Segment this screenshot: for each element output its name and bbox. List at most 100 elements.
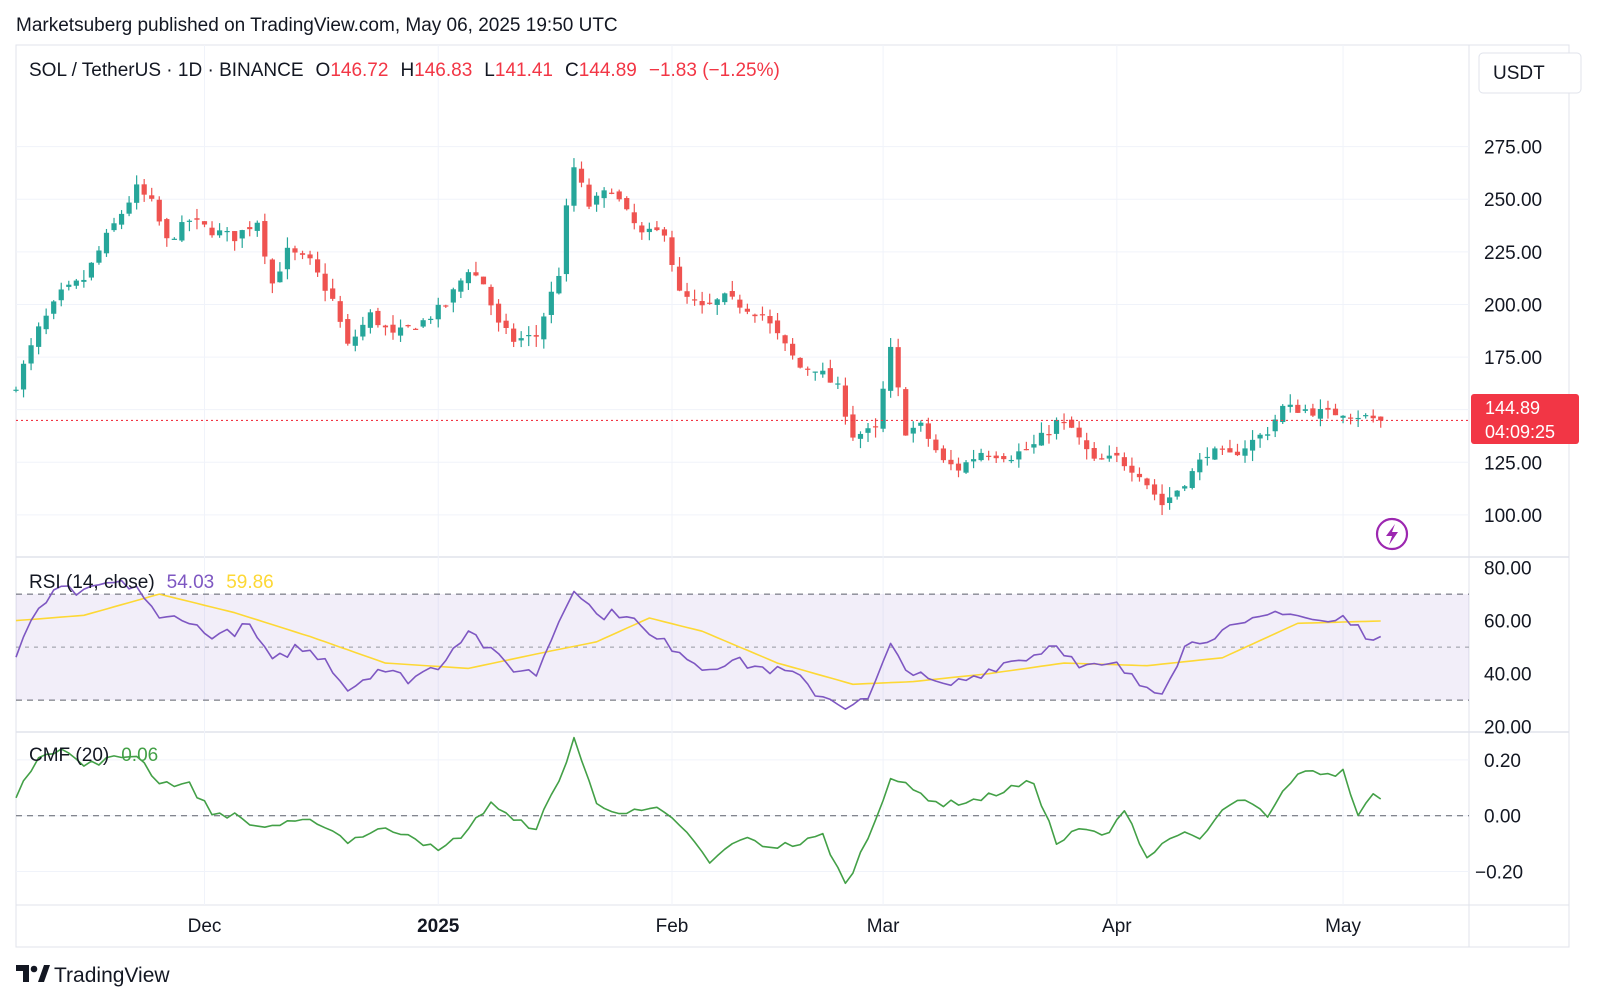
candle-body: [382, 325, 389, 328]
candle-body: [488, 286, 494, 306]
candle-body: [925, 423, 931, 439]
time-tick-label: Feb: [656, 916, 689, 937]
candle-body: [73, 280, 79, 286]
candle-body: [661, 229, 668, 236]
price-tick-label: 200.00: [1484, 295, 1542, 316]
candle-body: [458, 280, 464, 292]
candle-body: [918, 422, 924, 426]
cmf-tick-label: 0.20: [1484, 751, 1521, 772]
candle-body: [1114, 452, 1120, 456]
candle-body: [503, 320, 509, 328]
grid-lines: [16, 45, 1469, 905]
candle-body: [1016, 451, 1022, 460]
low-label: L: [484, 60, 495, 81]
candle-body: [563, 205, 570, 275]
rsi-legend[interactable]: RSI (14, close) 54.03 59.86: [29, 572, 274, 593]
tradingview-logo[interactable]: TradingView: [16, 964, 170, 987]
symbol-legend[interactable]: SOL / TetherUS · 1D · BINANCE O146.72 H146…: [29, 60, 780, 81]
candle-body: [767, 316, 773, 324]
candle-body: [729, 291, 735, 297]
candle-body: [1295, 404, 1301, 413]
candle-body: [480, 276, 487, 285]
candle-body: [820, 370, 826, 375]
currency-box[interactable]: [1478, 52, 1582, 94]
candle-body: [1084, 440, 1090, 450]
candle-body: [194, 218, 200, 220]
rsi-level-lines: [16, 593, 1469, 701]
price-tick-label: 275.00: [1484, 138, 1542, 159]
price-tick-label: 225.00: [1484, 243, 1542, 264]
rsi-band-background: [16, 594, 1469, 701]
candle-body: [609, 192, 615, 194]
candle-body: [1189, 471, 1195, 488]
candle-body: [1280, 405, 1286, 423]
candle-body: [986, 455, 992, 457]
rsi-line: [15, 579, 1382, 710]
candle-body: [571, 167, 577, 206]
currency-label: USDT: [1493, 63, 1545, 84]
currency-selector[interactable]: USDT: [1478, 52, 1582, 94]
cmf-value: 0.06: [121, 745, 158, 766]
candle-body: [827, 368, 833, 383]
candle-body: [940, 448, 947, 461]
candle-body: [96, 250, 102, 263]
candle-body: [262, 221, 268, 257]
candle-body: [1121, 457, 1127, 467]
price-tick-label: 100.00: [1484, 506, 1542, 527]
candle-body: [450, 289, 456, 303]
chart-frame: [15, 44, 1570, 948]
price-tick-label: 175.00: [1484, 348, 1542, 369]
candle-body: [126, 202, 132, 214]
open-value: 146.72: [330, 60, 388, 81]
candle-body: [201, 221, 208, 225]
candle-body: [111, 223, 117, 231]
cmf-series: [15, 736, 1382, 885]
last-price-tag: 144.89 04:09:25: [1471, 394, 1579, 444]
candle-body: [993, 455, 999, 459]
candle-body: [842, 385, 848, 417]
candle-body: [58, 289, 64, 301]
candle-body: [1257, 434, 1263, 439]
candle-body: [209, 227, 215, 236]
candle-body: [1265, 434, 1271, 436]
candle-body: [699, 301, 705, 306]
lightning-icon[interactable]: [1375, 517, 1409, 551]
cmf-legend[interactable]: CMF (20) 0.06: [29, 745, 158, 766]
candle-body: [156, 199, 162, 222]
candle-body: [903, 389, 909, 436]
candle-body: [526, 335, 532, 337]
candle-body: [872, 426, 879, 428]
price-tag-countdown: 04:09:25: [1485, 422, 1555, 442]
candle-body: [1106, 455, 1112, 459]
candle-body: [669, 237, 675, 265]
candle-body: [292, 248, 298, 253]
candle-body: [1023, 449, 1029, 451]
rsi-value: 54.03: [167, 572, 215, 593]
candle-body: [1031, 444, 1037, 448]
candle-body: [533, 335, 539, 337]
candle-body: [435, 304, 441, 320]
candle-body: [405, 324, 411, 327]
candle-body: [1167, 497, 1173, 504]
candle-body: [593, 195, 600, 205]
candle-body: [118, 213, 125, 225]
candle-body: [737, 299, 743, 308]
price-axis: 100.00125.00150.00175.00200.00225.00250.…: [1475, 138, 1542, 884]
candle-body: [1317, 408, 1324, 419]
price-tag-value: 144.89: [1485, 398, 1540, 418]
candle-body: [910, 427, 916, 434]
cmf-line: [15, 736, 1382, 885]
candle-body: [1302, 409, 1308, 411]
candle-body: [1272, 419, 1278, 432]
candle-body: [81, 279, 87, 282]
symbol-name: SOL / TetherUS · 1D · BINANCE: [29, 60, 304, 81]
candle-body: [835, 383, 841, 385]
candle-body: [1008, 459, 1014, 462]
candle-body: [1287, 404, 1293, 407]
candle-body: [1069, 419, 1075, 428]
close-value: 144.89: [579, 60, 637, 81]
candle-body: [601, 190, 607, 199]
candle-body: [933, 439, 939, 451]
